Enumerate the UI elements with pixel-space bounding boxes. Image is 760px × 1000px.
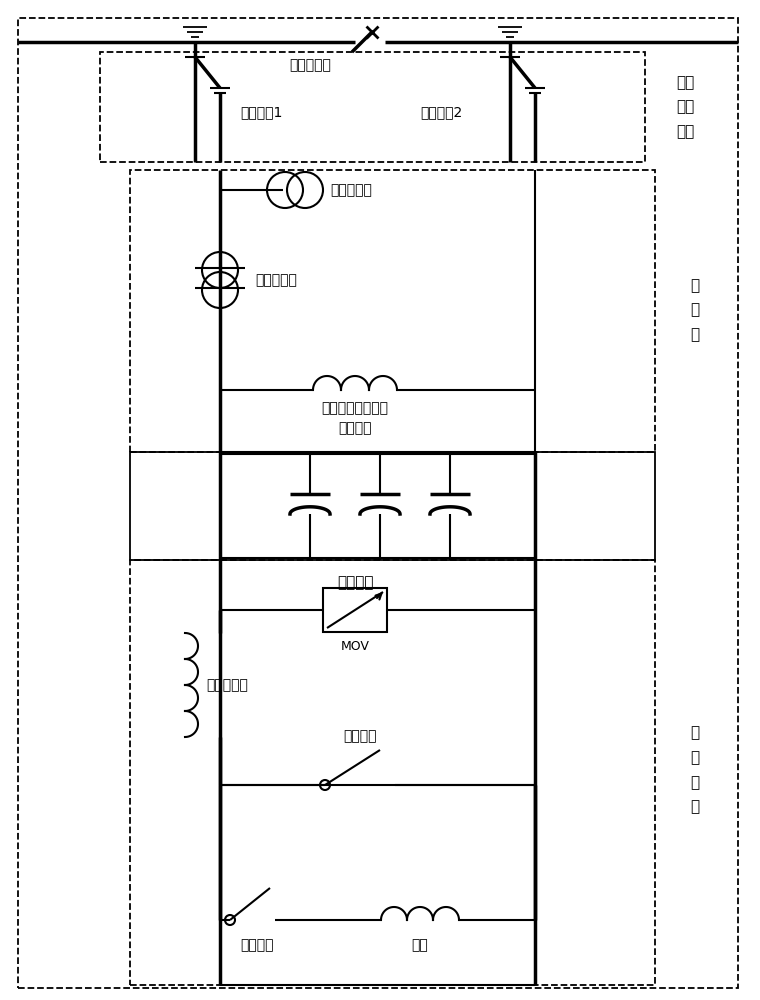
Text: 传
感
器: 传 感 器 bbox=[690, 278, 699, 342]
Bar bbox=[130, 170, 655, 452]
Text: 隔离开关1: 隔离开关1 bbox=[240, 105, 283, 119]
Text: 阻尼电抗器: 阻尼电抗器 bbox=[206, 678, 248, 692]
Text: 电压互感器兼电容
放电电路: 电压互感器兼电容 放电电路 bbox=[321, 401, 388, 435]
Bar bbox=[100, 52, 645, 162]
Bar bbox=[130, 452, 655, 560]
Text: 快速开关: 快速开关 bbox=[240, 938, 274, 952]
Text: 投退断路器: 投退断路器 bbox=[289, 58, 331, 72]
Text: 隔离开关2: 隔离开关2 bbox=[420, 105, 462, 119]
Text: 电流互感器: 电流互感器 bbox=[255, 273, 297, 287]
Text: 投切
操作
机构: 投切 操作 机构 bbox=[676, 75, 694, 139]
Text: 电感: 电感 bbox=[412, 938, 429, 952]
Bar bbox=[130, 560, 655, 985]
Text: 旁路开关: 旁路开关 bbox=[344, 729, 377, 743]
Text: 电容器组: 电容器组 bbox=[337, 575, 373, 590]
Text: 保
护
设
备: 保 护 设 备 bbox=[690, 726, 699, 814]
Text: MOV: MOV bbox=[340, 640, 369, 653]
Text: 电压互感器: 电压互感器 bbox=[330, 183, 372, 197]
Bar bbox=[323, 588, 387, 632]
